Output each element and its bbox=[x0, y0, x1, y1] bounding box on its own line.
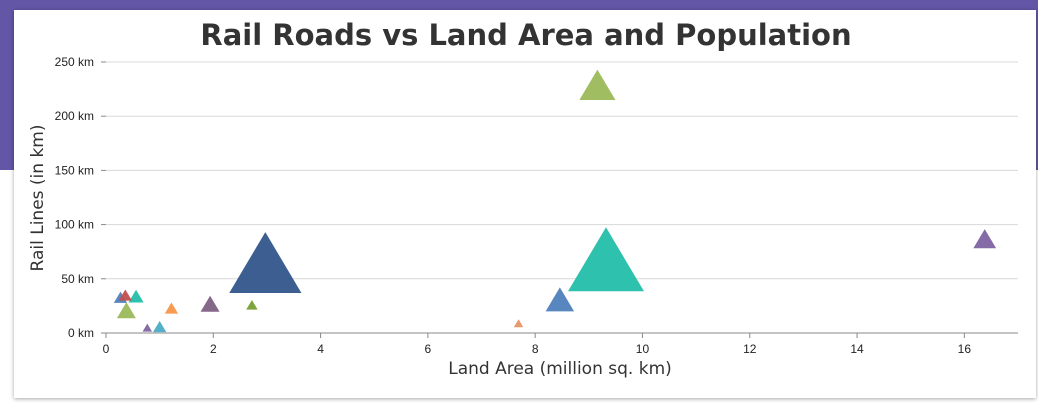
x-tick-label: 14 bbox=[850, 342, 864, 356]
data-point-triangle bbox=[545, 287, 575, 312]
data-point-triangle bbox=[200, 295, 220, 312]
y-tick-label: 100 km bbox=[55, 218, 94, 232]
y-tick-label: 150 km bbox=[55, 163, 94, 177]
y-axis-title: Rail Lines (in km) bbox=[28, 125, 48, 272]
data-point-triangle bbox=[246, 300, 258, 310]
y-tick-label: 250 km bbox=[55, 55, 94, 69]
y-tick-label: 50 km bbox=[61, 272, 94, 286]
tick-labels: 0 km 50 km 100 km 150 km 200 km 250 km 0 2 4 6 8 10… bbox=[55, 55, 972, 356]
x-tick-label: 4 bbox=[317, 342, 324, 356]
data-point-triangle bbox=[513, 319, 524, 328]
data-point-triangle bbox=[116, 302, 136, 319]
x-tick-label: 16 bbox=[958, 342, 972, 356]
data-point-triangle bbox=[229, 232, 302, 293]
axes bbox=[101, 61, 1018, 338]
data-point-triangle bbox=[973, 229, 997, 249]
data-point-triangle bbox=[142, 323, 153, 332]
x-tick-label: 0 bbox=[103, 342, 110, 356]
x-tick-label: 2 bbox=[210, 342, 217, 356]
x-tick-label: 6 bbox=[425, 342, 432, 356]
data-points bbox=[113, 69, 997, 333]
x-axis-title: Land Area (million sq. km) bbox=[448, 359, 672, 379]
data-point-triangle bbox=[152, 320, 167, 333]
x-tick-label: 8 bbox=[532, 342, 539, 356]
data-point-triangle bbox=[567, 227, 644, 292]
data-point-triangle bbox=[128, 289, 144, 303]
chart-title: Rail Roads vs Land Area and Population bbox=[200, 18, 851, 52]
y-tick-label: 0 km bbox=[68, 326, 94, 340]
data-point-triangle bbox=[579, 69, 616, 100]
data-point-triangle bbox=[118, 289, 132, 301]
y-tick-label: 200 km bbox=[55, 109, 94, 123]
x-tick-label: 10 bbox=[636, 342, 650, 356]
x-tick-label: 12 bbox=[743, 342, 757, 356]
grid-lines bbox=[106, 61, 1018, 280]
data-point-triangle bbox=[164, 302, 179, 314]
